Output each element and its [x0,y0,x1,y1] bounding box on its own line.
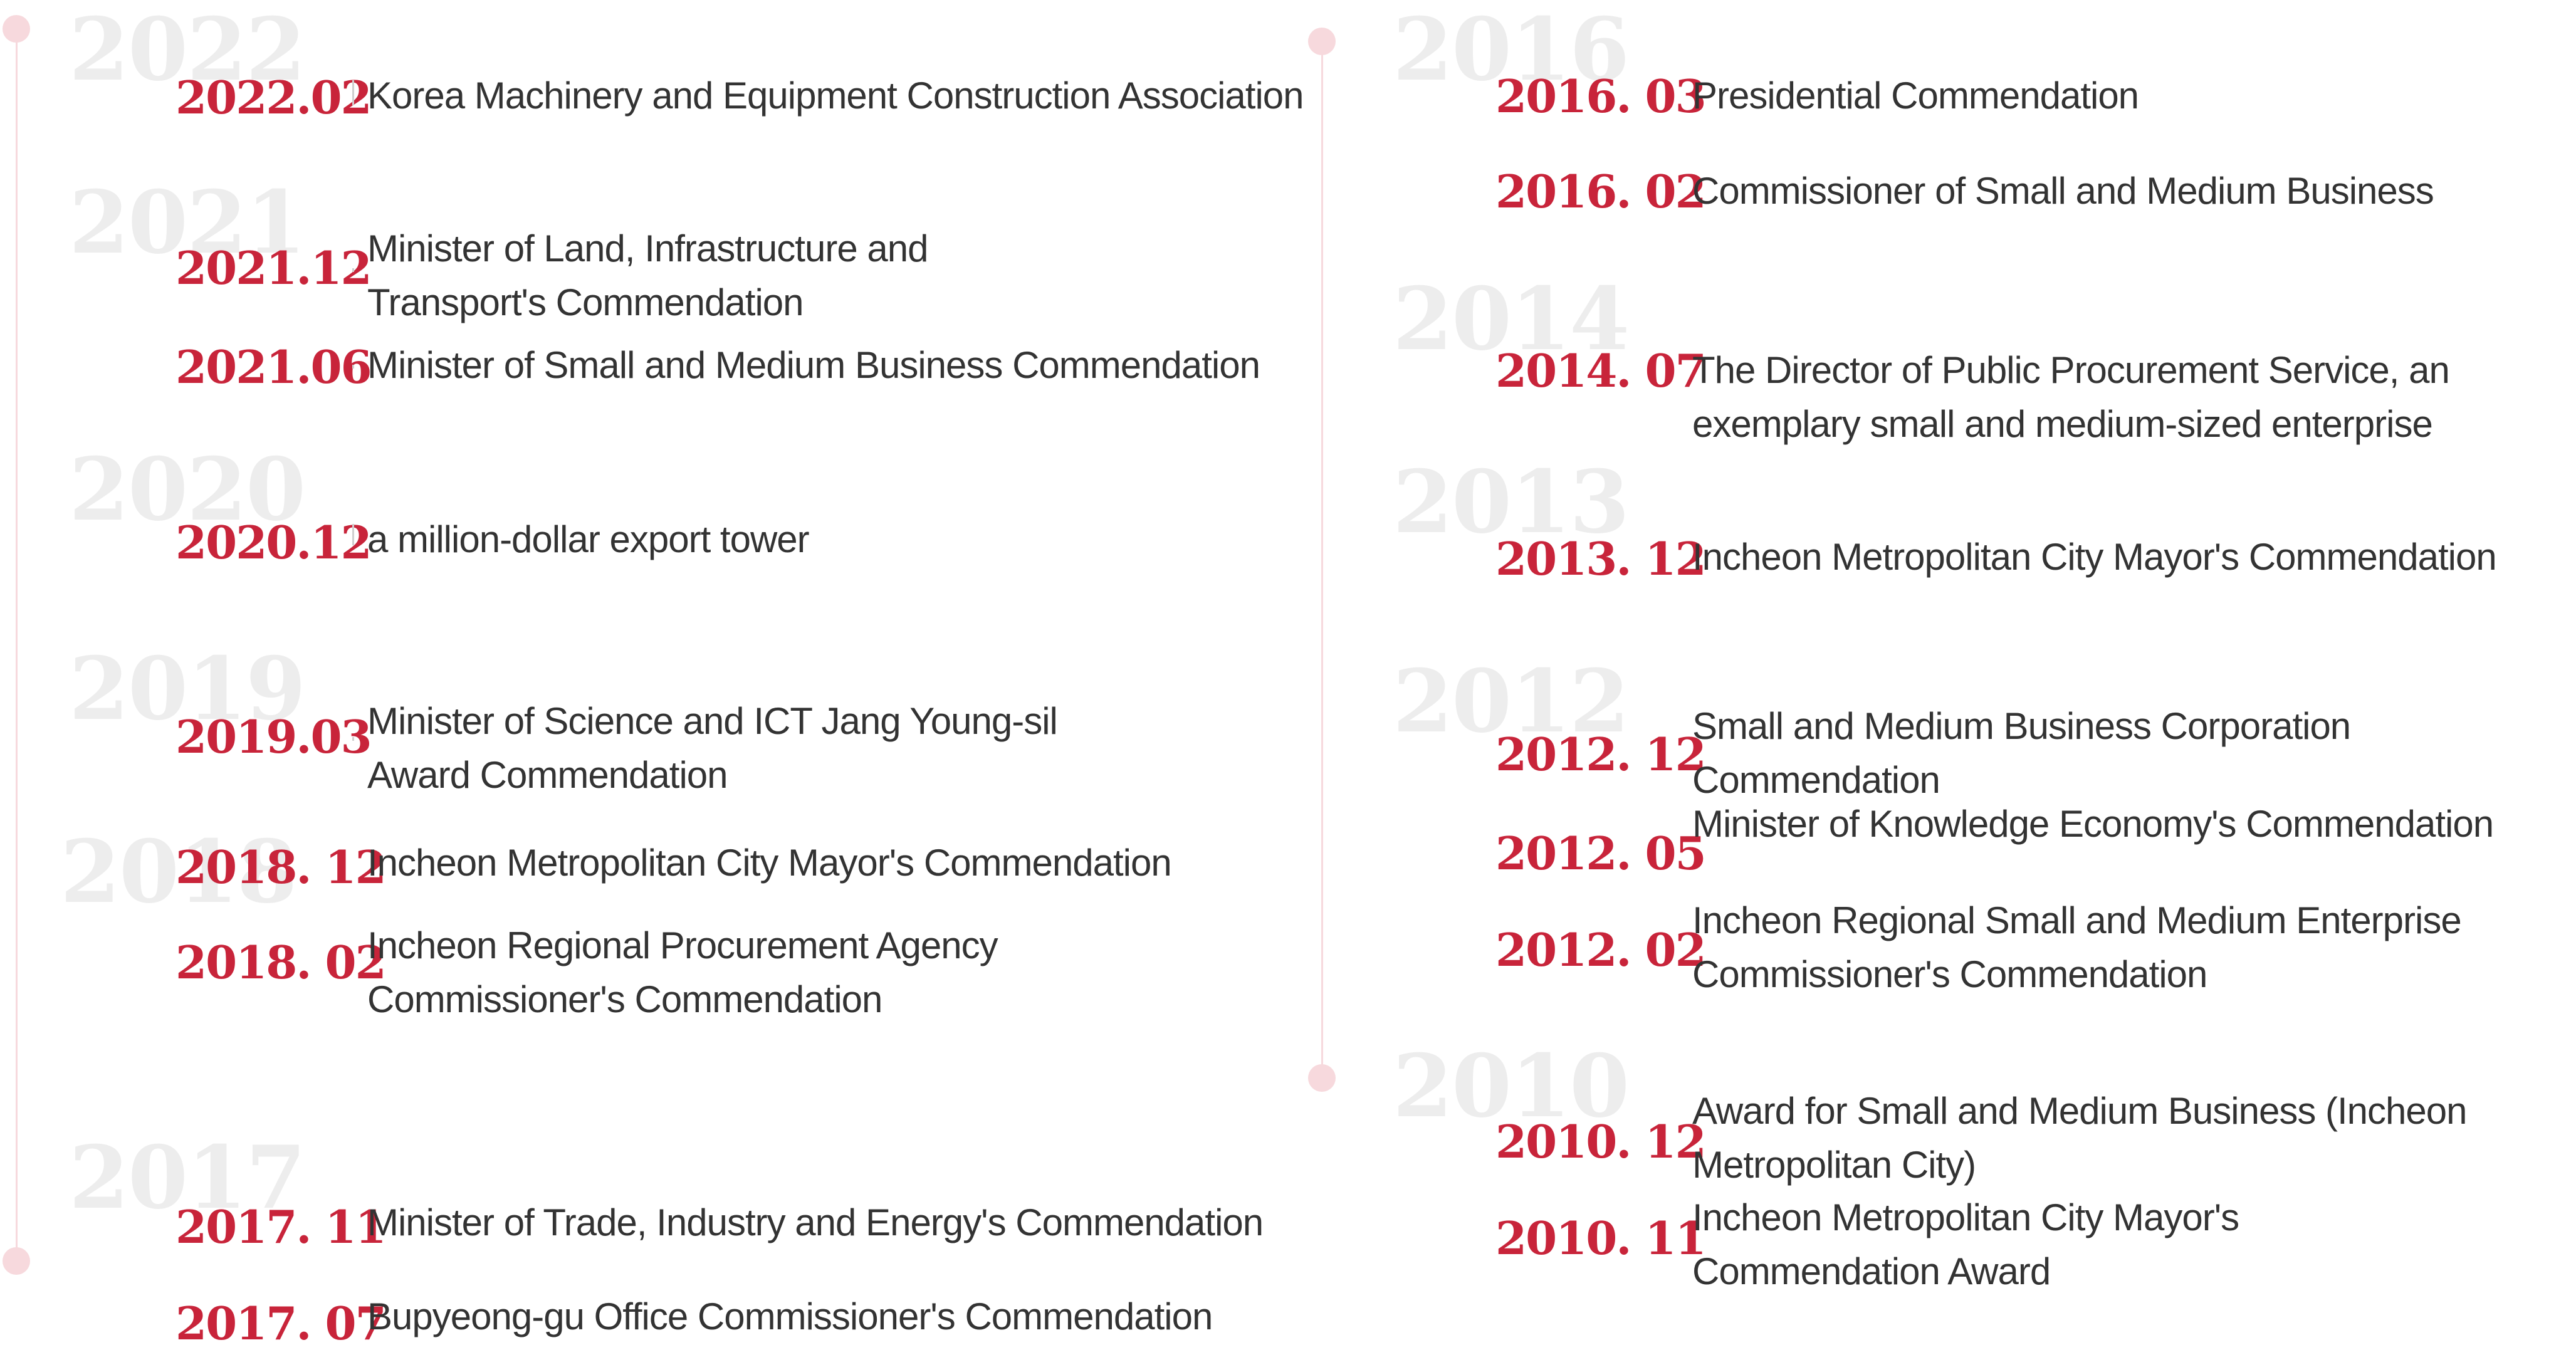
left-timeline-line [16,29,18,1261]
award-title: Incheon Metropolitan City Mayor's Commen… [1692,530,2497,584]
year-watermark: 2014 [1393,268,1630,370]
award-date: 2018. 02 [175,936,387,989]
award-date: 2010. 11 [1495,1211,1707,1265]
award-title-line: Korea Machinery and Equipment Constructi… [367,75,1304,117]
award-title-line: Transport's Commendation [367,281,804,323]
award-title-line: Minister of Small and Medium Business Co… [367,344,1260,386]
year-watermark: 2022 [69,0,306,100]
right-timeline-end-dot [1308,1064,1336,1092]
award-title-line: The Director of Public Procurement Servi… [1692,349,2450,391]
award-title-line: Minister of Trade, Industry and Energy's… [367,1201,1264,1243]
award-date: 2021.12 [175,241,372,295]
award-title-line: Incheon Regional Small and Medium Enterp… [1692,899,2462,941]
award-title-line: Incheon Metropolitan City Mayor's Commen… [367,842,1172,884]
award-title: Minister of Trade, Industry and Energy's… [367,1196,1264,1250]
award-title-line: Commissioner of Small and Medium Busines… [1692,170,2434,212]
award-date: 2012. 05 [1495,827,1707,880]
right-timeline-start-dot [1308,28,1336,55]
year-watermark: 2012 [1393,650,1630,752]
award-date: 2012. 12 [1495,728,1707,781]
date-separator [352,524,354,545]
award-date: 2019.03 [175,710,372,763]
year-watermark: 2019 [69,637,306,740]
year-watermark: 2017 [69,1126,306,1228]
award-title: Award for Small and Medium Business (Inc… [1692,1084,2468,1192]
award-date: 2022.02 [175,71,372,124]
right-timeline-line [1321,41,1323,1078]
award-title: Commissioner of Small and Medium Busines… [1692,164,2434,218]
award-title: Minister of Small and Medium Business Co… [367,338,1260,392]
year-watermark: 2020 [69,438,306,540]
award-title-line: Commendation Award [1692,1250,2051,1292]
award-title-line: Presidential Commendation [1692,75,2139,117]
award-title: The Director of Public Procurement Servi… [1692,343,2450,451]
date-separator [352,365,354,369]
award-title-line: Commissioner's Commendation [367,978,882,1020]
award-title-line: Commissioner's Commendation [1692,953,2207,995]
award-title-line: a million-dollar export tower [367,518,810,560]
award-title: Korea Machinery and Equipment Constructi… [367,69,1304,123]
year-watermark: 2021 [69,171,306,273]
award-date: 2016. 02 [1495,165,1707,218]
award-title: Incheon Metropolitan City Mayor's Commen… [1692,1191,2239,1299]
award-title-line: Award Commendation [367,754,728,796]
award-title-line: Minister of Land, Infrastructure and [367,228,928,269]
date-separator [352,737,354,741]
award-title: Incheon Regional Small and Medium Enterp… [1692,894,2462,1002]
award-date: 2020.12 [175,516,372,569]
award-date: 2014. 07 [1495,344,1707,397]
award-date: 2016. 03 [1495,70,1707,123]
date-separator [352,80,354,105]
award-title: Presidential Commendation [1692,69,2139,123]
left-timeline-start-dot [3,15,30,43]
award-title-line: Metropolitan City) [1692,1144,1976,1186]
date-separator [352,268,354,272]
award-title: Minister of Science and ICT Jang Young-s… [367,694,1058,802]
award-title-line: Incheon Regional Procurement Agency [367,924,998,966]
award-title-line: Minister of Knowledge Economy's Commenda… [1692,803,2494,845]
year-watermark: 2018 [60,820,297,923]
award-title-line: exemplary small and medium-sized enterpr… [1692,403,2433,445]
award-title-line: Incheon Metropolitan City Mayor's [1692,1196,2239,1238]
award-title: Small and Medium Business Corporation Co… [1692,699,2351,807]
award-title-line: Bupyeong-gu Office Commissioner's Commen… [367,1295,1213,1337]
award-date: 2010. 12 [1495,1115,1707,1168]
left-timeline-end-dot [3,1247,30,1275]
award-title: Incheon Metropolitan City Mayor's Commen… [367,836,1172,890]
award-title: Bupyeong-gu Office Commissioner's Commen… [367,1290,1213,1344]
award-title-line: Minister of Science and ICT Jang Young-s… [367,700,1058,742]
year-watermark: 2010 [1393,1035,1630,1137]
award-date: 2012. 02 [1495,923,1707,976]
award-title: a million-dollar export tower [367,513,810,567]
award-date: 2017. 07 [175,1297,387,1350]
year-watermark: 2016 [1393,0,1630,100]
award-title-line: Award for Small and Medium Business (Inc… [1692,1090,2468,1132]
award-title: Minister of Knowledge Economy's Commenda… [1692,797,2494,851]
award-date: 2013. 12 [1495,532,1707,585]
award-title-line: Incheon Metropolitan City Mayor's Commen… [1692,536,2497,578]
award-date: 2021.06 [175,340,372,394]
award-date: 2017. 11 [175,1200,387,1253]
year-watermark: 2013 [1393,451,1630,553]
award-date: 2018. 12 [175,840,387,894]
award-title-line: Small and Medium Business Corporation [1692,705,2351,747]
award-title: Incheon Regional Procurement Agency Comm… [367,919,998,1027]
award-title-line: Commendation [1692,759,1940,801]
award-title: Minister of Land, Infrastructure and Tra… [367,222,928,330]
